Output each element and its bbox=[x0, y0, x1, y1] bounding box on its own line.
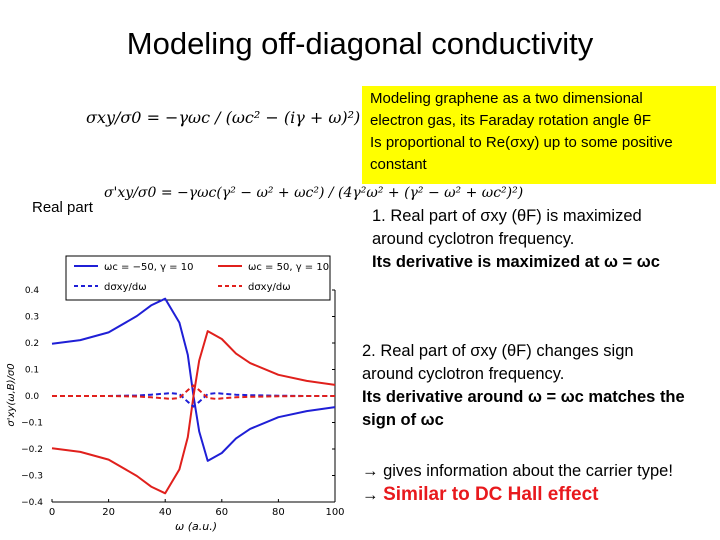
y-tick-label: 0.0 bbox=[25, 392, 40, 402]
point-1-line-1: 1. Real part of σxy (θF) is maximized bbox=[372, 207, 642, 225]
arrow-icon: → bbox=[362, 462, 379, 480]
x-tick-label: 20 bbox=[102, 507, 115, 518]
series-line-0 bbox=[51, 297, 336, 462]
legend-label-red-dashed: dσxy/dω bbox=[248, 282, 291, 293]
point-2-line-3: Its derivative around ω = ωc matches the bbox=[362, 388, 685, 406]
y-tick-label: −0.1 bbox=[21, 419, 43, 429]
y-tick-label: 0.2 bbox=[25, 339, 39, 349]
x-tick-label: 40 bbox=[159, 507, 172, 518]
x-tick-label: 60 bbox=[215, 507, 228, 518]
yellow-box-line-1: Modeling graphene as a two dimensional bbox=[370, 90, 643, 107]
point-2: 2. Real part of σxy (θF) changes sign ar… bbox=[362, 340, 716, 432]
legend-label-blue-dashed: dσxy/dω bbox=[104, 282, 147, 293]
y-axis-label: σ'xy(ω,B)/σ0 bbox=[6, 363, 17, 426]
conductivity-chart: ωc = −50, γ = 10 ωc = 50, γ = 10 dσxy/dω… bbox=[6, 255, 345, 533]
conclusion-text-2: Similar to DC Hall effect bbox=[383, 484, 599, 505]
yellow-highlight-box: Modeling graphene as a two dimensional e… bbox=[362, 86, 716, 184]
legend-box bbox=[65, 255, 331, 301]
y-tick-label: −0.3 bbox=[21, 472, 43, 482]
y-tick-label: 0.1 bbox=[25, 366, 39, 376]
equation-complex-conductivity: σxy/σ0 = −γωc / (ωc² − (iγ + ω)²) bbox=[86, 108, 361, 127]
point-1: 1. Real part of σxy (θF) is maximized ar… bbox=[372, 205, 712, 274]
series-line-3 bbox=[52, 384, 335, 400]
yellow-box-line-2: electron gas, its Faraday rotation angle… bbox=[370, 112, 651, 129]
x-tick-label: 0 bbox=[49, 507, 55, 518]
conclusion: → gives information about the carrier ty… bbox=[362, 460, 718, 507]
y-tick-label: −0.4 bbox=[21, 498, 43, 508]
equation-real-part: σ'xy/σ0 = −γωc(γ² − ω² + ωc²) / (4γ²ω² +… bbox=[104, 185, 524, 201]
y-tick-label: 0.3 bbox=[25, 313, 39, 323]
legend-label-blue-solid: ωc = −50, γ = 10 bbox=[104, 262, 193, 273]
y-tick-label: −0.2 bbox=[21, 445, 43, 455]
series-line-1 bbox=[51, 330, 336, 495]
conclusion-line-2: → Similar to DC Hall effect bbox=[362, 483, 718, 507]
conclusion-text-1: gives information about the carrier type… bbox=[383, 462, 673, 480]
point-1-line-3: Its derivative is maximized at ω = ωc bbox=[372, 253, 660, 271]
x-tick-label: 100 bbox=[325, 507, 344, 518]
point-1-line-2: around cyclotron frequency. bbox=[372, 230, 575, 248]
yellow-box-line-3: Is proportional to Re(σxy) up to some po… bbox=[370, 134, 673, 151]
x-tick-label: 80 bbox=[272, 507, 285, 518]
point-2-line-4: sign of ωc bbox=[362, 411, 444, 429]
x-axis-label: ω (a.u.) bbox=[175, 520, 217, 533]
y-tick-label: 0.4 bbox=[25, 286, 40, 296]
arrow-icon: → bbox=[362, 486, 379, 504]
yellow-box-line-4: constant bbox=[370, 156, 427, 173]
point-2-line-1: 2. Real part of σxy (θF) changes sign bbox=[362, 342, 634, 360]
point-2-line-2: around cyclotron frequency. bbox=[362, 365, 565, 383]
slide-title: Modeling off-diagonal conductivity bbox=[126, 26, 594, 61]
real-part-label: Real part bbox=[32, 199, 93, 216]
legend-label-red-solid: ωc = 50, γ = 10 bbox=[248, 262, 329, 273]
conclusion-line-1: → gives information about the carrier ty… bbox=[362, 460, 718, 483]
